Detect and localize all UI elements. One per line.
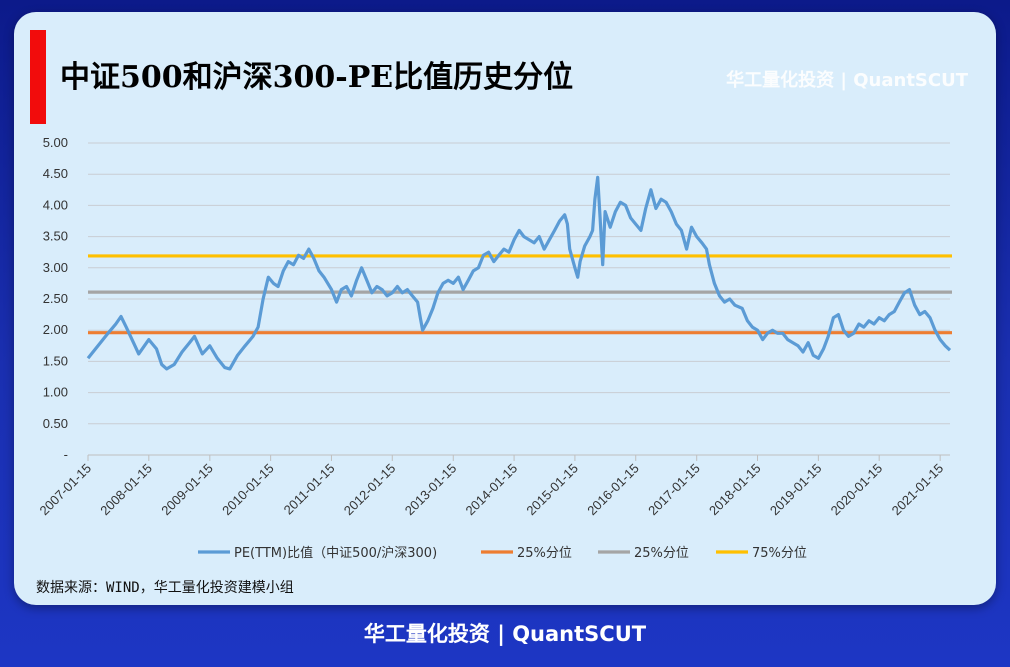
x-tick-label: 2021-01-15 <box>889 461 947 519</box>
legend-label-2: 25%分位 <box>634 546 689 561</box>
footer-brand: 华工量化投资 | QuantSCUT <box>363 622 647 646</box>
y-tick-label: 4.00 <box>43 197 68 212</box>
series-layer <box>86 175 952 371</box>
x-tick-label: 2019-01-15 <box>767 461 825 519</box>
y-tick-label: 0.50 <box>43 416 68 431</box>
chart-card <box>14 12 996 605</box>
x-tick-label: 2012-01-15 <box>341 461 399 519</box>
y-tick-label: 1.50 <box>43 353 68 368</box>
legend-label-1: 25%分位 <box>517 546 572 561</box>
y-tick-label: 3.00 <box>43 260 68 275</box>
title-accent-bar <box>30 30 46 124</box>
x-tick-label: 2008-01-15 <box>97 461 155 519</box>
x-tick-label: 2013-01-15 <box>402 461 460 519</box>
y-tick-label: - <box>64 447 68 462</box>
x-axis-ticks: 2007-01-15 2008-01-15 2009-01-15 2010-01-15… <box>36 455 946 518</box>
x-tick-label: 2015-01-15 <box>523 461 581 519</box>
y-axis-ticks: - 0.50 1.00 1.50 2.00 2.50 3.00 3.50 4.00 4.50 5.0… <box>43 135 68 462</box>
y-tick-label: 3.50 <box>43 229 68 244</box>
legend-label-3: 75%分位 <box>752 546 807 561</box>
y-tick-label: 4.50 <box>43 166 68 181</box>
source-note: 数据来源：WIND，华工量化投资建模小组 <box>36 580 294 596</box>
brand-watermark: 华工量化投资 | QuantSCUT <box>726 70 968 91</box>
legend-label-0: PE(TTM)比值（中证500/沪深300) <box>234 545 437 561</box>
page-title: 中证500和沪深300-PE比值历史分位 <box>60 60 574 95</box>
x-tick-label: 2011-01-15 <box>281 461 338 518</box>
y-tick-label: 2.00 <box>43 322 68 337</box>
x-tick-label: 2009-01-15 <box>158 461 216 519</box>
grid-lines <box>88 142 950 456</box>
x-tick-label: 2010-01-15 <box>219 461 277 519</box>
y-tick-label: 2.50 <box>43 291 68 306</box>
x-tick-label: 2016-01-15 <box>584 461 642 519</box>
reference-lines <box>88 254 952 335</box>
y-tick-label: 1.00 <box>43 385 68 400</box>
x-tick-label: 2014-01-15 <box>463 461 521 519</box>
series-line-pe-ratio <box>86 175 952 371</box>
x-tick-label: 2007-01-15 <box>36 461 94 519</box>
x-tick-label: 2017-01-15 <box>645 461 703 519</box>
legend: PE(TTM)比值（中证500/沪深300) 25%分位 25%分位 75%分位 <box>198 545 807 561</box>
y-tick-label: 5.00 <box>43 135 68 150</box>
x-tick-label: 2018-01-15 <box>706 461 764 519</box>
x-tick-label: 2020-01-15 <box>828 461 886 519</box>
